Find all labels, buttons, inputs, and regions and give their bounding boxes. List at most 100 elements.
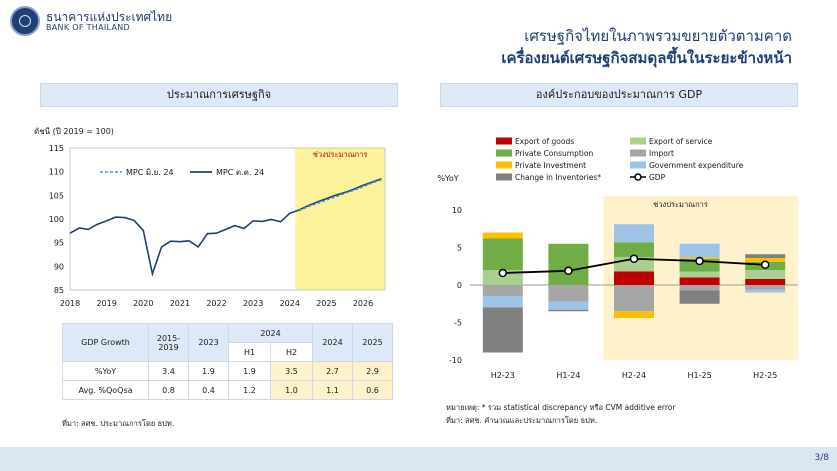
y-tick-label: 110 bbox=[49, 168, 64, 177]
bar-segment bbox=[548, 309, 589, 312]
bar-segment bbox=[614, 242, 654, 258]
x-tick-label: 2025 bbox=[316, 299, 336, 308]
forecast-label: ช่วงประมาณการ bbox=[313, 150, 368, 159]
bar-segment bbox=[614, 271, 654, 285]
x-tick-label: 2020 bbox=[133, 299, 153, 308]
org-name-thai: ธนาคารแห่งประเทศไทย bbox=[46, 10, 173, 24]
legend-swatch bbox=[630, 149, 646, 157]
forecast-band bbox=[295, 148, 385, 290]
bar-segment bbox=[679, 271, 720, 278]
x-tick-label: 2019 bbox=[96, 299, 116, 308]
table-row-label: Avg. %QoQsa bbox=[62, 380, 149, 400]
table-cell: 2.7 bbox=[312, 361, 353, 381]
legend-label: MPC ต.ค. 24 bbox=[216, 168, 264, 177]
bar-segment bbox=[482, 296, 523, 308]
page-title-line1: เศรษฐกิจไทยในภาพรวมขยายตัวตามคาด bbox=[524, 27, 792, 45]
bar-segment bbox=[482, 285, 523, 297]
y-axis-label: ดัชนี (ปี 2019 = 100) bbox=[34, 127, 114, 136]
bar-segment bbox=[548, 285, 589, 302]
legend-label: Government expenditure bbox=[649, 161, 744, 170]
page-number: 3/8 bbox=[814, 453, 829, 463]
legend-label: GDP bbox=[649, 173, 666, 182]
bar-segment bbox=[614, 285, 654, 312]
x-tick-label: 2021 bbox=[170, 299, 190, 308]
table-header-h2: H2 bbox=[270, 342, 313, 362]
gdp-point bbox=[629, 254, 639, 263]
table-header-2015-2019: 2015-2019 bbox=[148, 323, 189, 362]
legend-swatch bbox=[496, 161, 512, 169]
bar-segment bbox=[614, 224, 654, 243]
footer-bar: 3/8 bbox=[0, 447, 837, 471]
bar-segment bbox=[482, 270, 523, 285]
gdp-growth-table: GDP Growth 2015-2019 2023 2024 2024 2025… bbox=[62, 323, 393, 400]
legend-label: Import bbox=[649, 149, 674, 158]
bar-segment bbox=[482, 238, 523, 270]
legend-label: Export of goods bbox=[515, 137, 574, 146]
y-tick-label: 90 bbox=[54, 262, 64, 271]
bar-segment bbox=[745, 279, 786, 285]
table-cell: 0.4 bbox=[188, 380, 229, 400]
bar-segment bbox=[482, 307, 523, 353]
y-tick-label: 95 bbox=[54, 239, 64, 248]
bot-logo bbox=[10, 6, 40, 36]
x-tick-label: H1-25 bbox=[688, 371, 712, 380]
org-name-english: BANK OF THAILAND bbox=[46, 23, 130, 32]
table-cell: 1.9 bbox=[228, 361, 271, 381]
bar-segment bbox=[679, 290, 720, 304]
y-tick-label: -10 bbox=[449, 356, 462, 365]
plot-frame bbox=[69, 147, 386, 291]
x-tick-label: H1-24 bbox=[556, 371, 580, 380]
legend-swatch bbox=[496, 173, 512, 181]
gdp-point bbox=[564, 266, 573, 275]
y-tick-label: 85 bbox=[54, 286, 64, 295]
table-cell: 0.8 bbox=[148, 380, 189, 400]
legend-label: MPC มิ.ย. 24 bbox=[126, 168, 174, 177]
x-tick-label: 2026 bbox=[353, 299, 373, 308]
x-tick-label: H2-25 bbox=[753, 371, 777, 380]
legend-swatch bbox=[630, 137, 646, 145]
gdp-point bbox=[498, 268, 508, 278]
y-tick-label: 115 bbox=[49, 144, 64, 153]
legend-swatch bbox=[496, 149, 512, 157]
legend-label: Private Consumption bbox=[515, 149, 593, 158]
gdp-contribution-bar-chart: Export of goods Export of service Private … bbox=[437, 137, 798, 380]
table-cell: 1.1 bbox=[312, 380, 353, 400]
table-header-2025: 2025 bbox=[352, 323, 393, 362]
x-tick-label: 2022 bbox=[206, 299, 226, 308]
right-source-note: ที่มา: สศช. คำนวณและประมาณการโดย ธปท. bbox=[446, 416, 598, 425]
bar-segment bbox=[614, 311, 654, 318]
y-tick-label: 0 bbox=[457, 281, 462, 290]
y-tick-label: -5 bbox=[454, 319, 462, 328]
table-row: Avg. %QoQsa 0.8 0.4 1.2 1.0 1.1 0.6 bbox=[62, 380, 393, 400]
x-tick-label: H2-24 bbox=[622, 371, 646, 380]
table-row: %YoY 3.4 1.9 1.9 3.5 2.7 2.9 bbox=[62, 361, 393, 381]
page-title-line2: เครื่องยนต์เศรษฐกิจสมดุลขึ้นในระยะข้างหน… bbox=[501, 49, 792, 67]
forecast-label: ช่วงประมาณการ bbox=[653, 200, 708, 209]
x-tick-label: H2-23 bbox=[491, 371, 515, 380]
y-tick-label: 5 bbox=[457, 244, 462, 253]
x-tick-label: 2024 bbox=[280, 299, 300, 308]
legend-swatch bbox=[630, 161, 646, 169]
y-axis-label: %YoY bbox=[437, 174, 458, 183]
legend-label: Export of service bbox=[649, 137, 713, 146]
x-tick-label: 2018 bbox=[60, 299, 80, 308]
table-header-2024-group: 2024 bbox=[228, 323, 313, 343]
bar-segment bbox=[548, 301, 589, 310]
bar-segment bbox=[679, 243, 720, 258]
table-row-label: %YoY bbox=[62, 361, 149, 381]
gdp-index-line-chart: ดัชนี (ปี 2019 = 100) ช่วงประมาณการ 85 90 95… bbox=[34, 127, 386, 308]
bar-segment bbox=[679, 285, 720, 291]
table-cell: 2.9 bbox=[352, 361, 393, 381]
legend-label: Private Investment bbox=[515, 161, 586, 170]
bar-segment bbox=[745, 289, 786, 293]
series-line-mpc-oct-24 bbox=[69, 178, 382, 277]
bar-segment bbox=[482, 232, 523, 239]
table-cell: 3.4 bbox=[148, 361, 189, 381]
gdp-point bbox=[760, 260, 770, 269]
table-cell: 1.2 bbox=[228, 380, 271, 400]
legend-marker-gdp bbox=[634, 173, 642, 181]
table-cell: 1.9 bbox=[188, 361, 229, 381]
bar-segment bbox=[679, 277, 720, 285]
table-header-label: GDP Growth bbox=[62, 323, 149, 362]
bar-segment bbox=[745, 254, 786, 258]
